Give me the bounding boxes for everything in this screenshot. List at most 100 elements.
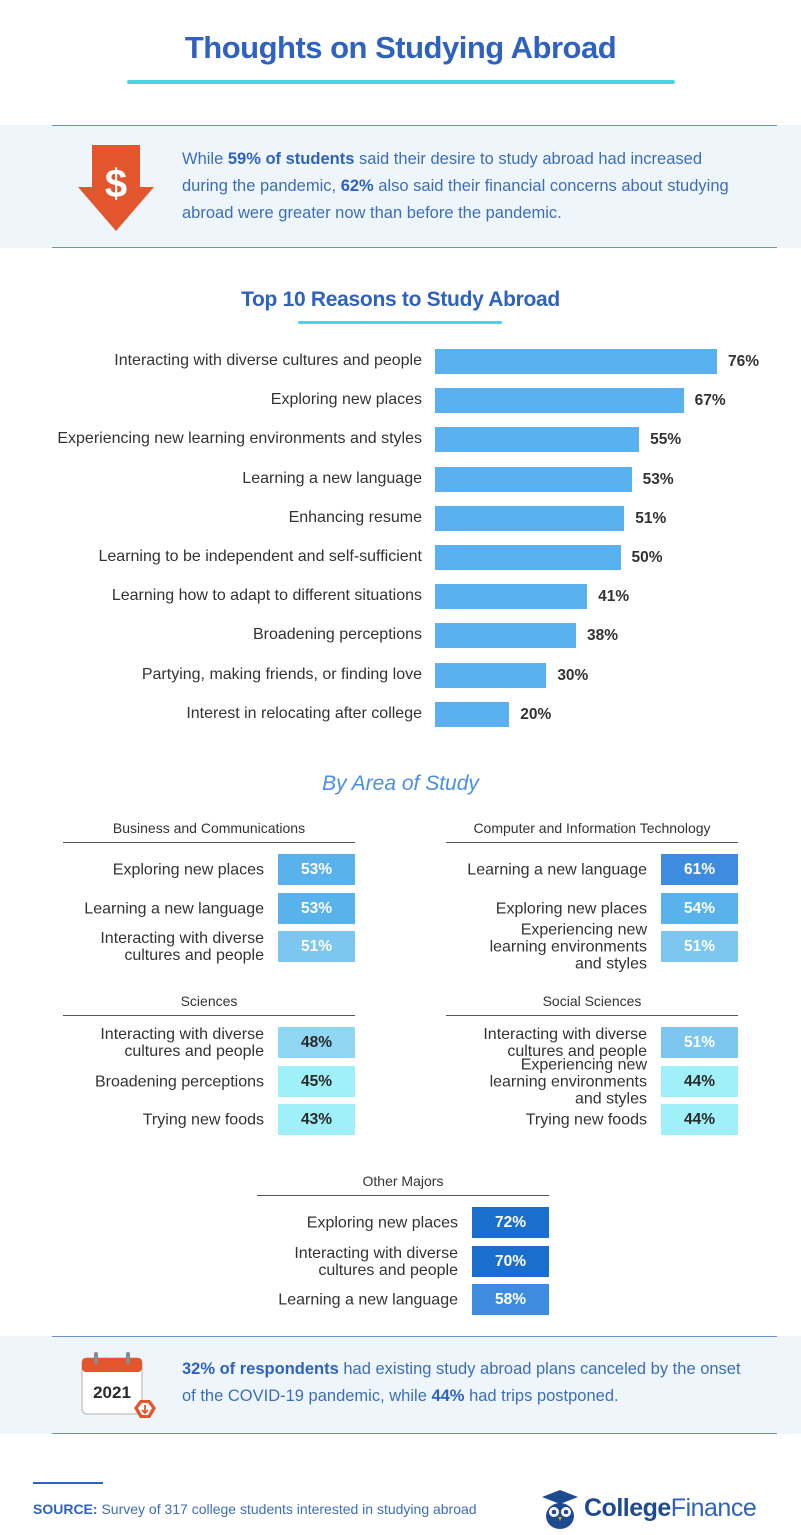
bar <box>435 662 547 688</box>
area-row-value: 53% <box>278 892 355 924</box>
area-row-value: 61% <box>661 854 738 885</box>
area-row: Learning a new language 58% <box>257 1281 549 1320</box>
bar-label: Learning to be independent and self-suff… <box>98 548 423 565</box>
area-row: Interacting with diverse cultures and pe… <box>446 1024 738 1063</box>
brand-logo: CollegeFinance <box>540 1488 780 1529</box>
area-row-value: 51% <box>661 931 738 962</box>
area-row-label: Broadening perceptions <box>94 1073 264 1091</box>
area-row-label: Learning a new language <box>84 900 264 918</box>
bar-label: Exploring new places <box>270 391 422 409</box>
area-row-value: 44% <box>661 1104 738 1135</box>
area-row: Learning a new language 61% <box>446 851 738 890</box>
bar-value-label: 41% <box>598 588 630 606</box>
brand-wordmark: CollegeFinance <box>584 1494 757 1522</box>
reasons-bar-chart: Interacting with diverse cultures and pe… <box>0 340 801 740</box>
calendar-year: 2021 <box>93 1383 131 1402</box>
bar-label: Enhancing resume <box>288 508 422 526</box>
bar <box>435 349 717 374</box>
bar-label: Interacting with diverse cultures and pe… <box>114 352 422 369</box>
area-group: Business and Communications Exploring new… <box>63 820 355 967</box>
area-row-value: 70% <box>472 1245 549 1277</box>
chart-title-underline <box>298 321 502 324</box>
area-row-label: Experiencing new learning environments a… <box>489 1056 647 1108</box>
area-row-value: 72% <box>472 1207 549 1238</box>
bar-value-label: 76% <box>728 353 760 370</box>
area-row-label: Interacting with diverse cultures and pe… <box>483 1026 647 1061</box>
area-group-title: Computer and Information Technology <box>473 820 711 836</box>
bar <box>435 388 684 414</box>
area-group-divider <box>63 842 355 843</box>
area-row-label: Learning a new language <box>467 861 647 879</box>
source-note: SOURCE: Survey of 317 college students i… <box>33 1501 477 1517</box>
bar-value-label: 55% <box>650 431 682 449</box>
area-row: Trying new foods 44% <box>446 1101 738 1140</box>
area-group: Social Sciences Interacting with diverse … <box>446 993 738 1140</box>
area-group-divider <box>63 1015 355 1016</box>
chart-title: Top 10 Reasons to Study Abroad <box>241 288 560 311</box>
top-callout-text: While 59% of students said their desire … <box>182 150 729 222</box>
bottom-callout: 2021 32% of respondents had existing stu… <box>0 1336 801 1434</box>
callout-top-divider <box>52 125 777 126</box>
area-row: Interacting with diverse cultures and pe… <box>63 1024 355 1063</box>
footer-rule <box>33 1482 103 1484</box>
area-group-divider <box>446 1015 738 1016</box>
area-row-label: Interacting with diverse cultures and pe… <box>294 1244 458 1279</box>
bar-label: Learning how to adapt to different situa… <box>111 587 422 605</box>
area-group: Sciences Interacting with diverse culture… <box>63 993 355 1140</box>
area-row-value: 45% <box>278 1065 355 1097</box>
area-row: Experiencing new learning environments a… <box>446 1056 738 1107</box>
bar-value-label: 50% <box>631 549 663 566</box>
bar-label: Experiencing new learning environments a… <box>57 430 422 448</box>
area-row-label: Interacting with diverse cultures and pe… <box>100 930 264 965</box>
area-row-label: Exploring new places <box>495 900 647 918</box>
area-row: Trying new foods 43% <box>63 1101 355 1140</box>
bar-label: Interest in relocating after college <box>186 704 422 722</box>
area-section-title: By Area of Study <box>322 772 479 795</box>
svg-text:$: $ <box>105 162 127 206</box>
bar-value-label: 53% <box>642 470 674 488</box>
area-row: Exploring new places 54% <box>446 890 738 929</box>
area-group-title: Other Majors <box>362 1173 444 1189</box>
bar <box>435 623 576 649</box>
area-row-label: Exploring new places <box>306 1214 458 1232</box>
calendar-2021-icon: 2021 <box>81 1352 156 1418</box>
area-row-value: 43% <box>278 1104 355 1135</box>
bar <box>435 545 621 570</box>
bar-value-label: 20% <box>520 705 552 723</box>
area-row: Experiencing new learning environments a… <box>446 922 738 973</box>
area-row-label: Trying new foods <box>525 1111 647 1129</box>
area-group: Other Majors Exploring new places 72% Inter… <box>257 1173 549 1320</box>
bar-value-label: 38% <box>587 627 619 645</box>
dollar-down-arrow-icon: $ <box>78 145 154 231</box>
bar-value-label: 67% <box>694 392 726 410</box>
area-group-title: Social Sciences <box>542 993 642 1009</box>
area-group: Computer and Information Technology Learn… <box>446 820 738 973</box>
bar-label: Learning a new language <box>242 469 422 487</box>
area-group-title: Sciences <box>180 993 238 1009</box>
bar-label: Partying, making friends, or finding lov… <box>141 665 422 683</box>
area-row-value: 58% <box>472 1284 549 1315</box>
bar-label: Broadening perceptions <box>252 626 422 644</box>
area-row-label: Experiencing new learning environments a… <box>489 921 647 973</box>
area-row: Interacting with diverse cultures and pe… <box>63 928 355 967</box>
area-row-value: 48% <box>278 1027 355 1058</box>
bar <box>435 505 625 531</box>
area-group-divider <box>257 1195 549 1196</box>
area-row: Interacting with diverse cultures and pe… <box>257 1243 549 1282</box>
area-group-divider <box>446 842 738 843</box>
area-row: Broadening perceptions 45% <box>63 1063 355 1102</box>
bar <box>435 427 640 453</box>
callout-bottom-divider <box>52 247 777 248</box>
page-title: Thoughts on Studying Abroad <box>184 30 617 65</box>
bottom-callout-text: 32% of respondents had existing study ab… <box>182 1360 741 1405</box>
top-callout: $ While 59% of students said their desir… <box>0 125 801 248</box>
area-row-value: 51% <box>278 931 355 962</box>
area-row: Learning a new language 53% <box>63 890 355 929</box>
area-row: Exploring new places 53% <box>63 851 355 890</box>
bar <box>435 701 510 727</box>
bar-value-label: 51% <box>635 509 667 527</box>
bar <box>435 584 588 610</box>
bar-value-label: 30% <box>557 666 589 684</box>
area-row-value: 51% <box>661 1027 738 1058</box>
area-row-label: Interacting with diverse cultures and pe… <box>100 1026 264 1061</box>
